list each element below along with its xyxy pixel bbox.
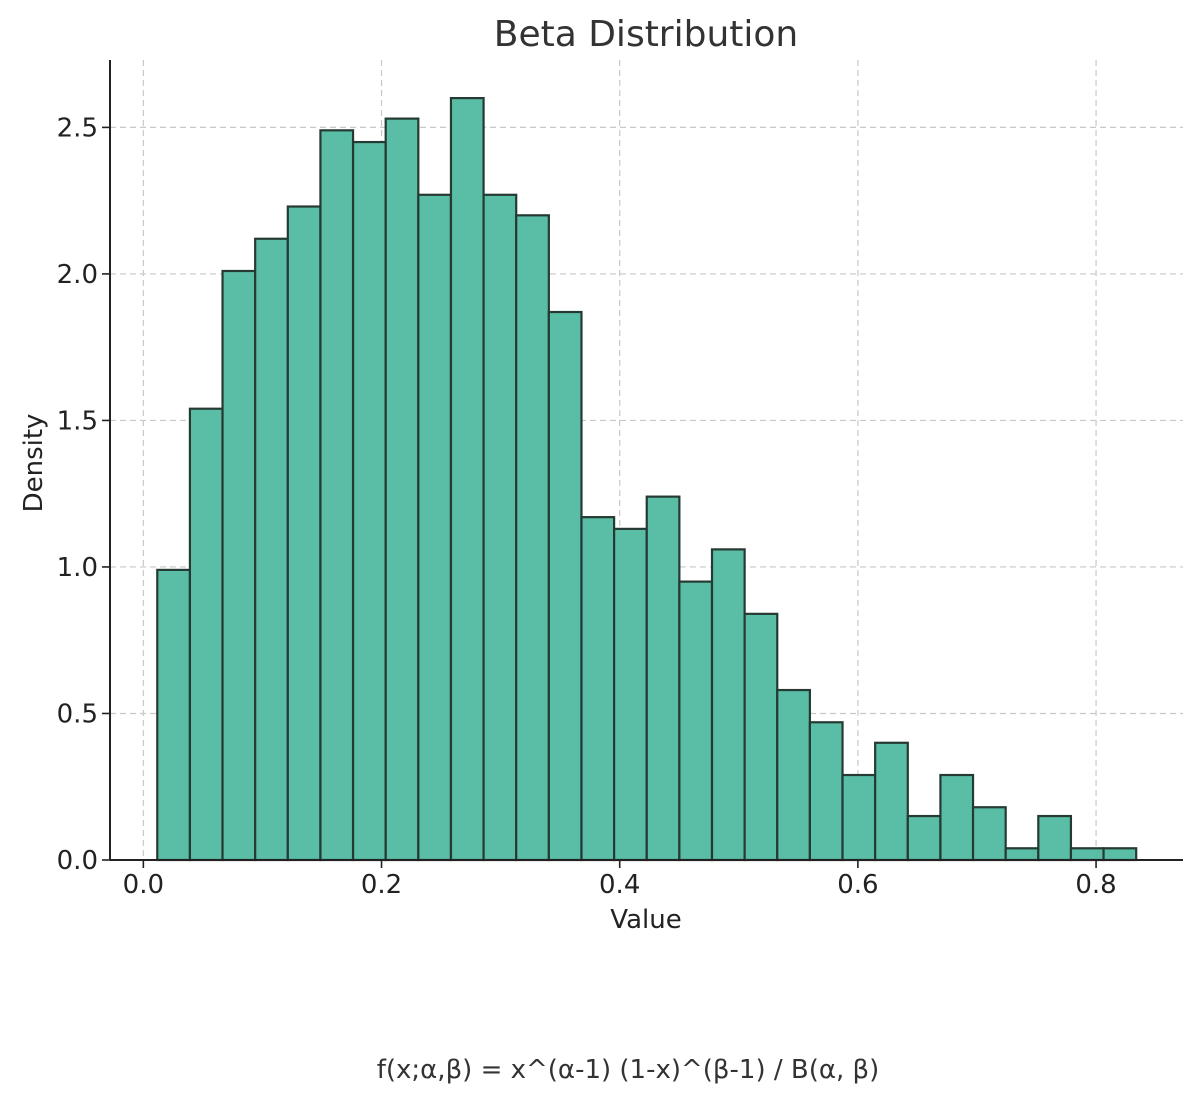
y-tick-label-1: 0.5 (57, 699, 98, 729)
histogram-bar-26 (1004, 847, 1040, 862)
x-tick-label-1: 0.2 (361, 870, 402, 900)
y-tick-label-5: 2.5 (57, 113, 98, 143)
y-tick-label-4: 2.0 (57, 260, 98, 290)
histogram-bar-18 (743, 612, 779, 862)
histogram-bar-15 (645, 495, 681, 862)
histogram-bar-25 (971, 806, 1007, 862)
x-axis-label: Value (610, 905, 681, 935)
histogram-bar-1 (188, 407, 224, 862)
histogram-bar-28 (1069, 847, 1105, 862)
x-tick-label-2: 0.4 (599, 870, 640, 900)
histogram-bar-0 (156, 568, 192, 862)
histogram-bar-21 (841, 773, 877, 862)
histogram-bar-4 (286, 205, 322, 862)
histogram-bar-16 (678, 580, 714, 862)
histogram-bar-24 (939, 773, 975, 862)
x-tick-label-0: 0.0 (123, 870, 164, 900)
chart-title: Beta Distribution (494, 14, 799, 55)
histogram-bar-6 (351, 140, 387, 862)
histogram-bar-10 (482, 193, 518, 862)
histogram-bar-5 (319, 129, 355, 862)
histogram-bar-9 (449, 96, 485, 862)
axes (109, 60, 1183, 861)
x-ticks: 0.0 0.2 0.4 0.6 0.8 (123, 860, 1117, 900)
histogram-bar-20 (808, 721, 844, 862)
histogram-bar-13 (580, 516, 616, 862)
histogram-bar-12 (547, 310, 583, 862)
formula-annotation: f(x;α,β) = x^(α-1) (1-x)^(β-1) / B(α, β) (377, 1055, 880, 1085)
histogram-bar-7 (384, 117, 420, 862)
histogram-bar-2 (221, 269, 257, 862)
histogram-bar-27 (1037, 814, 1073, 862)
histogram-bar-23 (906, 814, 942, 862)
histogram-bars (156, 96, 1138, 862)
histogram-bar-17 (710, 548, 746, 862)
y-tick-label-2: 1.0 (57, 553, 98, 583)
y-axis-label: Density (19, 414, 49, 513)
y-tick-label-0: 0.0 (57, 846, 98, 876)
y-tick-label-3: 1.5 (57, 406, 98, 436)
histogram-bar-11 (515, 214, 550, 862)
histogram-bar-19 (776, 688, 811, 862)
histogram-bar-22 (874, 741, 909, 862)
histogram-bar-14 (613, 527, 648, 862)
y-ticks: 0.0 0.5 1.0 1.5 2.0 2.5 (57, 113, 110, 876)
x-tick-label-3: 0.6 (837, 870, 878, 900)
x-tick-label-4: 0.8 (1075, 870, 1116, 900)
histogram-bar-8 (417, 193, 453, 862)
histogram-bar-3 (254, 237, 289, 862)
histogram-bar-29 (1102, 847, 1138, 862)
